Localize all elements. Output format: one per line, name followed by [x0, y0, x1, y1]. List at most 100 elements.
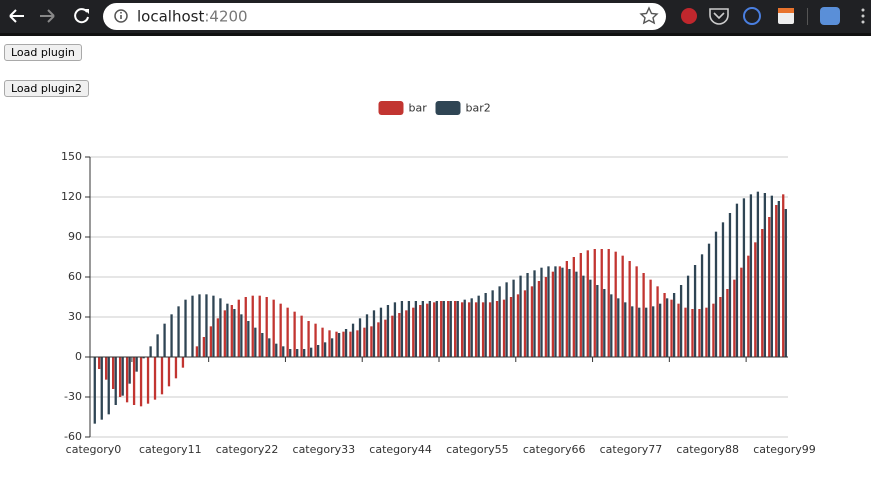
bar [307, 321, 310, 357]
bar [244, 297, 247, 357]
bar [268, 338, 271, 357]
bar [111, 357, 115, 389]
sync-icon[interactable] [743, 7, 761, 25]
bar [386, 305, 390, 357]
bar [742, 198, 746, 357]
bar [498, 286, 501, 357]
bar [533, 270, 536, 357]
bar [121, 357, 124, 396]
bar [488, 302, 492, 357]
bar [770, 195, 773, 357]
bar [467, 302, 471, 357]
bar [679, 285, 683, 357]
toolbar-separator [807, 8, 808, 25]
bar [316, 345, 320, 357]
bar [128, 357, 131, 384]
bar [426, 303, 429, 357]
bar [132, 357, 136, 405]
bar [433, 302, 436, 357]
bar [286, 307, 289, 357]
bar [719, 297, 722, 357]
back-button[interactable] [9, 9, 24, 23]
url-host: localhost [137, 7, 204, 25]
bar [170, 314, 173, 357]
bar [614, 251, 617, 357]
bar [237, 299, 240, 357]
bar [356, 330, 359, 357]
bar [726, 289, 729, 357]
bar [184, 299, 187, 357]
bar [142, 357, 145, 359]
profile-icon[interactable] [820, 7, 840, 25]
bar [205, 294, 208, 357]
bar [342, 331, 345, 357]
bar [335, 331, 338, 357]
bar [323, 342, 327, 357]
bar [177, 306, 180, 357]
bar [265, 297, 268, 357]
bar [398, 313, 401, 357]
bar [440, 301, 443, 357]
extension-icon[interactable] [681, 8, 697, 24]
reload-button[interactable] [74, 8, 89, 24]
bar [105, 357, 108, 380]
menu-dot[interactable] [861, 8, 865, 12]
bar [607, 249, 610, 357]
bar [254, 327, 257, 357]
bar [656, 286, 659, 357]
bar [670, 299, 673, 357]
bar [628, 261, 631, 357]
bar [233, 309, 236, 357]
bar [684, 307, 687, 357]
menu-dot [861, 20, 865, 24]
bar [665, 298, 669, 357]
bar [365, 314, 369, 357]
bar [456, 301, 459, 357]
bar [649, 279, 652, 357]
bar [202, 337, 206, 357]
bar [638, 307, 641, 357]
reload-arrow [84, 9, 89, 14]
bar [400, 301, 404, 357]
bar [344, 329, 348, 357]
bar [251, 295, 254, 357]
x-tick-label: category44 [369, 443, 432, 456]
bar [240, 314, 243, 357]
y-tick-label: 0 [75, 350, 82, 363]
bar [652, 306, 655, 357]
bar [740, 267, 743, 357]
bar [160, 357, 164, 395]
bar [686, 275, 690, 357]
info-icon[interactable] [114, 9, 128, 23]
bar [337, 333, 341, 357]
bar [617, 298, 620, 357]
load-plugin-button[interactable]: Load plugin [4, 44, 82, 61]
bar [328, 330, 331, 357]
bar [603, 289, 606, 357]
bar [523, 290, 527, 357]
forward-button[interactable] [40, 9, 55, 23]
bar [449, 301, 452, 357]
bar [512, 279, 515, 357]
address-bar[interactable] [103, 3, 666, 30]
y-tick-label: 150 [61, 150, 82, 163]
load-plugin2-button[interactable]: Load plugin2 [4, 80, 89, 97]
bar [491, 290, 494, 357]
pocket-icon[interactable] [709, 8, 729, 25]
bar [733, 279, 736, 357]
url-text: localhost:4200 [137, 7, 248, 25]
bar [537, 281, 541, 357]
bar [582, 275, 585, 357]
x-tick-label: category77 [600, 443, 663, 456]
bar [405, 310, 408, 357]
x-tick-label: category55 [446, 443, 509, 456]
bookmark-star[interactable] [639, 6, 659, 25]
bar [579, 253, 582, 357]
bar [261, 333, 264, 357]
bar [146, 357, 150, 404]
bar [624, 302, 627, 357]
bar [777, 201, 780, 357]
bar [714, 231, 718, 357]
bar [107, 357, 110, 415]
bar [300, 315, 303, 357]
